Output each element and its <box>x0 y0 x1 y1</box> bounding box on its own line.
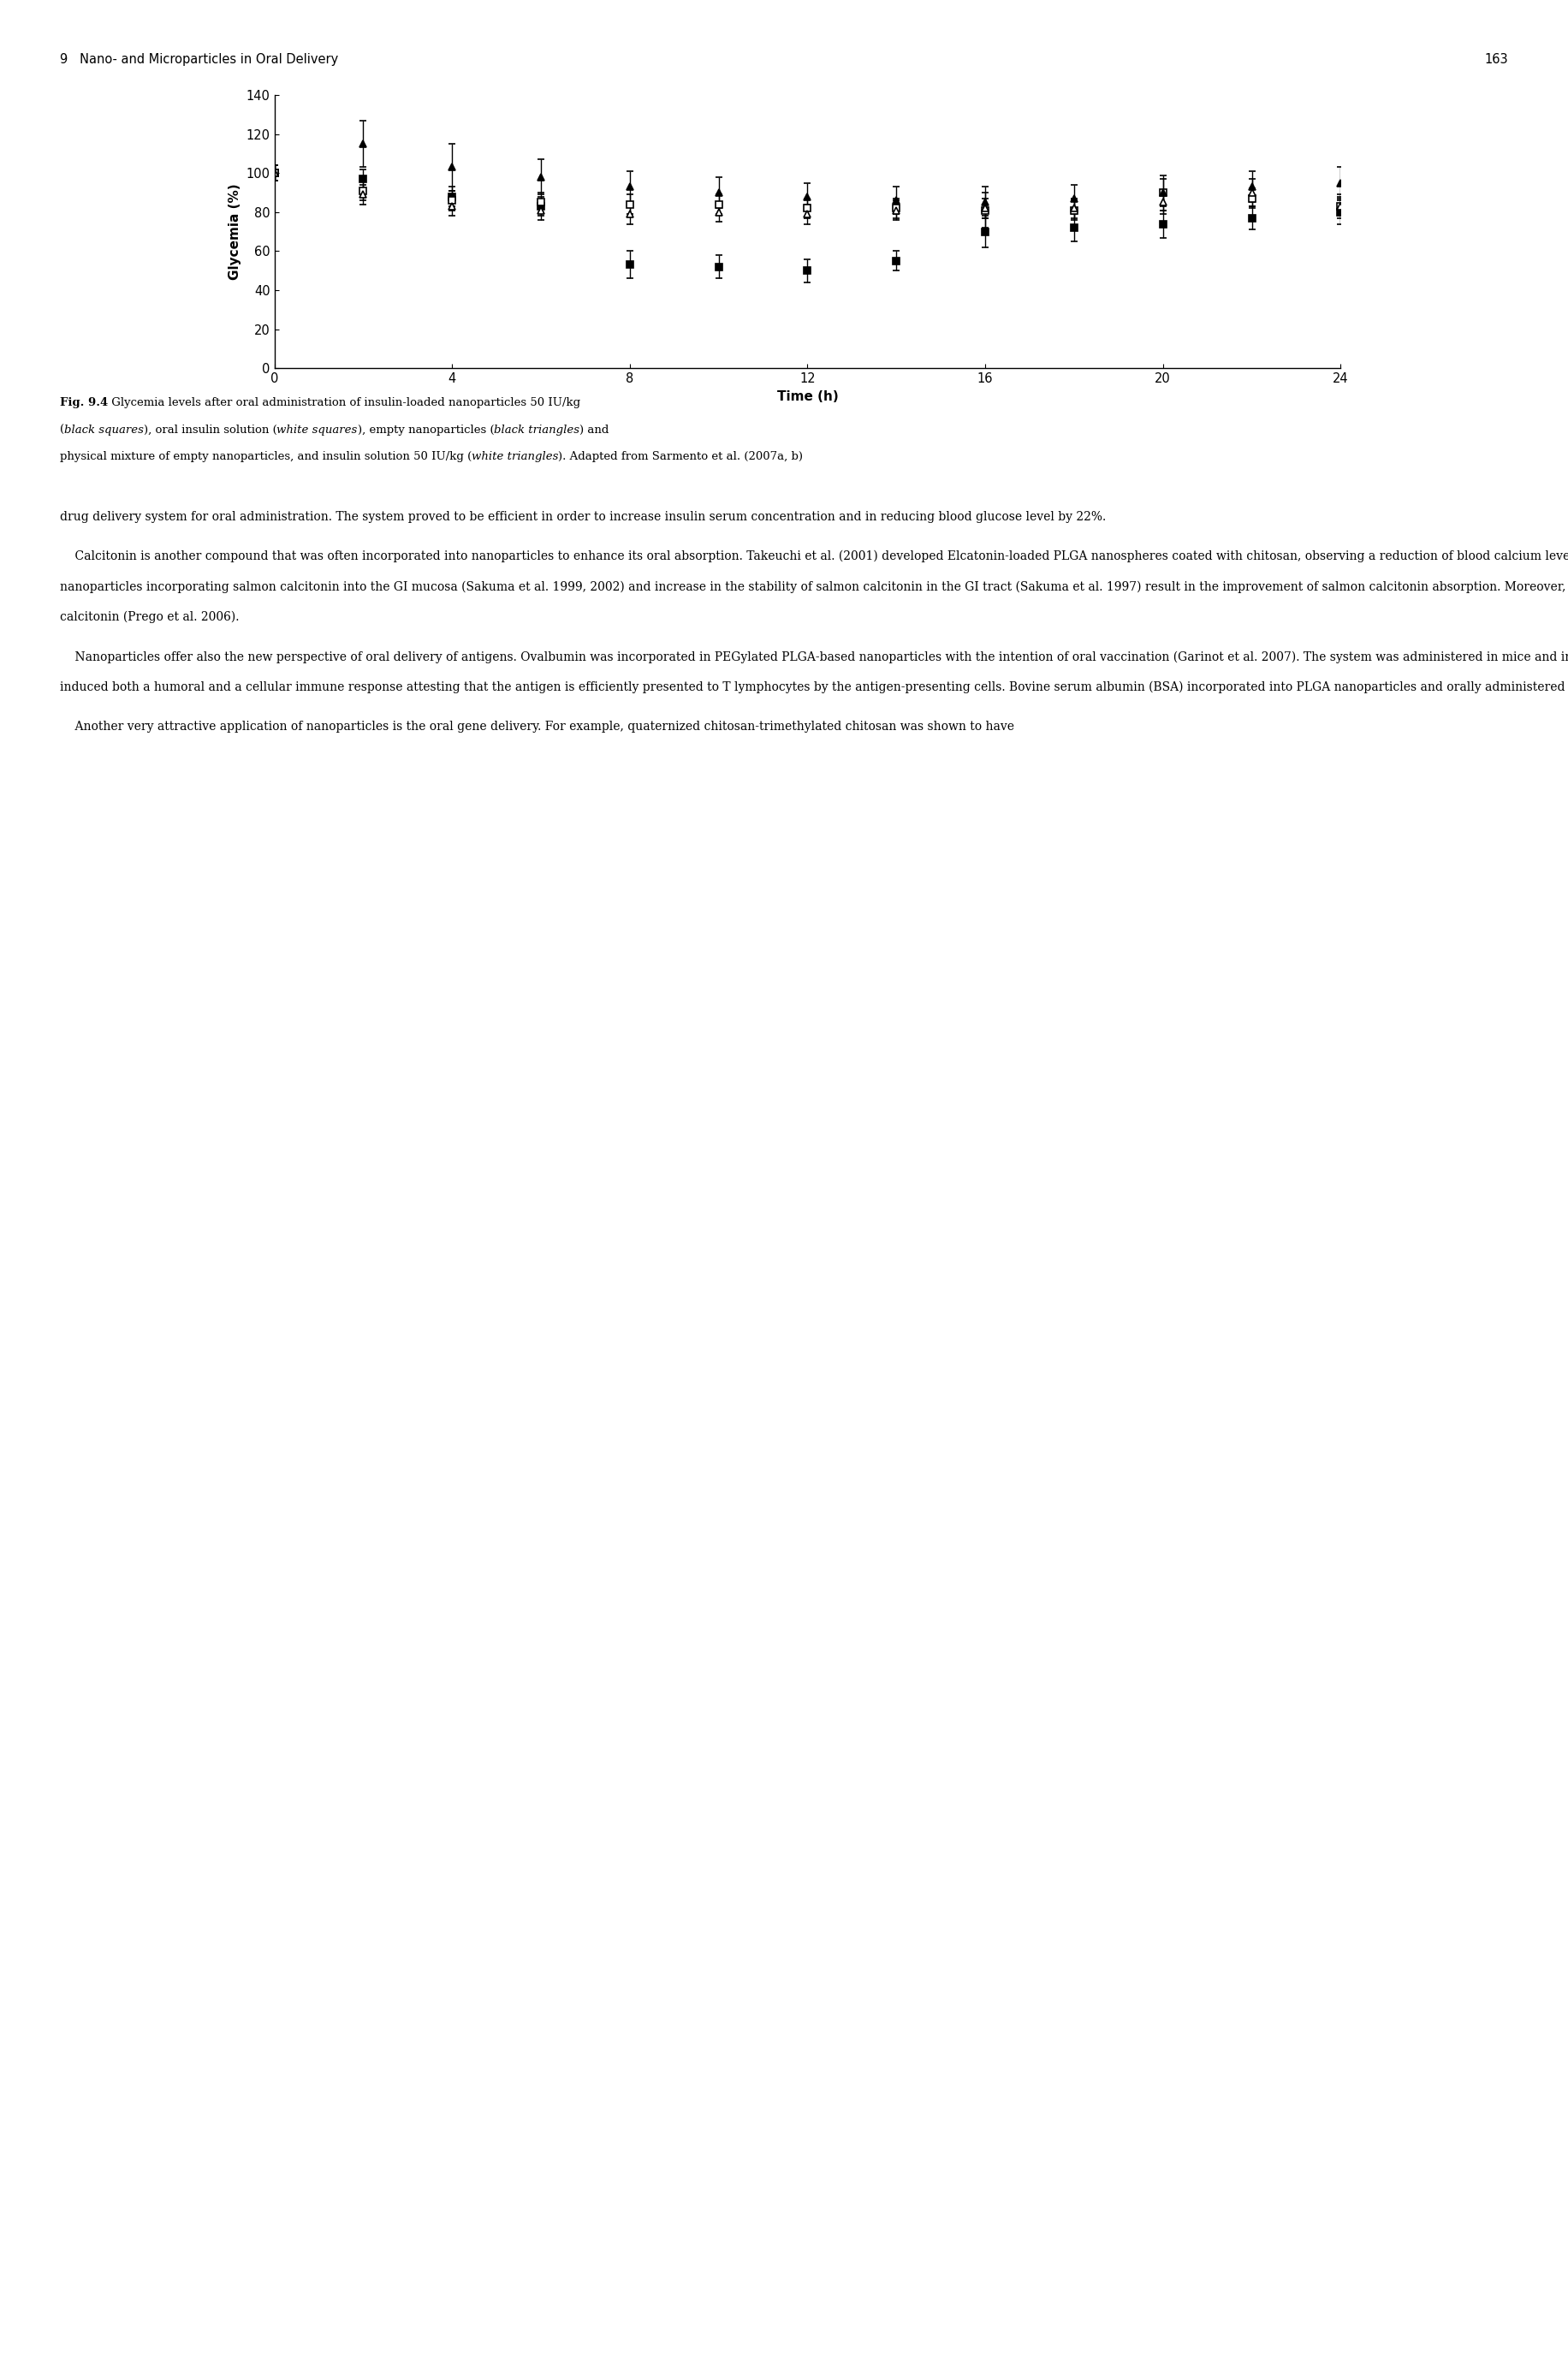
Text: ), empty nanoparticles (: ), empty nanoparticles ( <box>358 425 494 435</box>
Text: white squares: white squares <box>278 425 358 435</box>
X-axis label: Time (h): Time (h) <box>776 390 839 404</box>
Text: ) and: ) and <box>580 425 608 435</box>
Text: (: ( <box>60 425 64 435</box>
Text: 9   Nano- and Microparticles in Oral Delivery: 9 Nano- and Microparticles in Oral Deliv… <box>60 55 339 67</box>
Text: Another very attractive application of nanoparticles is the oral gene delivery. : Another very attractive application of n… <box>60 720 1014 732</box>
Text: nanoparticles incorporating salmon calcitonin into the GI mucosa (Sakuma et al. : nanoparticles incorporating salmon calci… <box>60 580 1568 594</box>
Y-axis label: Glycemia (%): Glycemia (%) <box>229 183 241 280</box>
Text: drug delivery system for oral administration. The system proved to be efficient : drug delivery system for oral administra… <box>60 511 1105 523</box>
Text: physical mixture of empty nanoparticles, and insulin solution 50 IU/kg (: physical mixture of empty nanoparticles,… <box>60 451 472 463</box>
Text: black squares: black squares <box>64 425 143 435</box>
Text: ). Adapted from Sarmento et al. (2007a, b): ). Adapted from Sarmento et al. (2007a, … <box>558 451 803 463</box>
Text: Calcitonin is another compound that was often incorporated into nanoparticles to: Calcitonin is another compound that was … <box>60 551 1568 563</box>
Text: ), oral insulin solution (: ), oral insulin solution ( <box>143 425 278 435</box>
Text: Nanoparticles offer also the new perspective of oral delivery of antigens. Ovalb: Nanoparticles offer also the new perspec… <box>60 651 1568 663</box>
Text: induced both a humoral and a cellular immune response attesting that the antigen: induced both a humoral and a cellular im… <box>60 682 1568 694</box>
Text: Glycemia levels after oral administration of insulin-loaded nanoparticles 50 IU/: Glycemia levels after oral administratio… <box>108 397 580 409</box>
Text: white triangles: white triangles <box>472 451 558 463</box>
Text: calcitonin (Prego et al. 2006).: calcitonin (Prego et al. 2006). <box>60 611 238 623</box>
Text: Fig. 9.4: Fig. 9.4 <box>60 397 108 409</box>
Text: black triangles: black triangles <box>494 425 580 435</box>
Text: 163: 163 <box>1485 55 1508 67</box>
